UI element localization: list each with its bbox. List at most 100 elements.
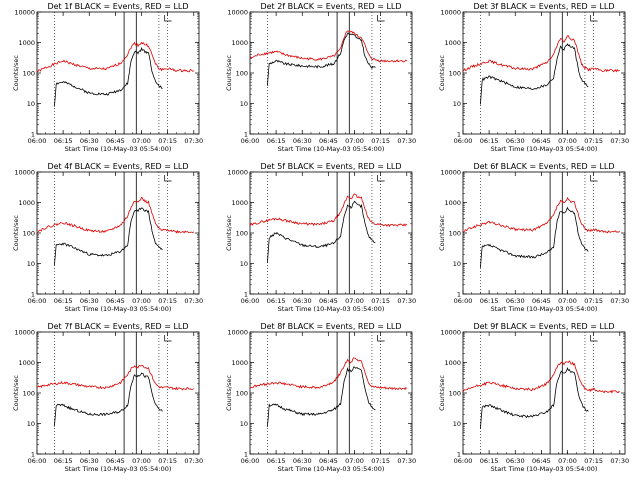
x-tick-label: 07:15	[158, 137, 177, 145]
x-axis-label: Start Time (10-May-03 05:54:00)	[278, 145, 385, 153]
y-tick-label: 10	[27, 260, 35, 268]
x-axis-label: Start Time (10-May-03 05:54:00)	[491, 145, 598, 153]
y-axis-label: Counts/sec	[438, 215, 446, 251]
x-tick-label: 07:30	[397, 137, 416, 145]
x-tick-label: 07:00	[132, 137, 151, 145]
x-tick-label: 07:30	[184, 457, 203, 465]
y-tick-label: 1	[457, 291, 461, 299]
series-lld-line	[36, 364, 195, 391]
x-tick-label: 06:15	[480, 137, 499, 145]
x-tick-label: 06:45	[532, 297, 551, 305]
y-tick-label: 10000	[440, 9, 461, 17]
plot-frame	[249, 11, 413, 135]
panel-title: Det 8f BLACK = Events, RED = LLD	[260, 322, 401, 331]
detector-panel-8: Det 8f BLACK = Events, RED = LLD 1 10 100 10…	[225, 322, 416, 473]
x-tick-label: 07:15	[158, 297, 177, 305]
y-tick-label: 1	[457, 451, 461, 459]
y-tick-label: 1	[244, 131, 248, 139]
x-tick-label: 06:30	[80, 137, 99, 145]
detector-panel-6: Det 6f BLACK = Events, RED = LLD 1 10 100 10…	[438, 162, 629, 313]
x-tick-label: 06:30	[80, 297, 99, 305]
bracket-marker	[164, 15, 172, 22]
series-lld-line	[36, 196, 195, 234]
y-tick-label: 100	[449, 230, 461, 238]
x-tick-label: 06:15	[267, 137, 286, 145]
x-tick-label: 06:00	[241, 457, 260, 465]
y-tick-label: 10	[27, 100, 35, 108]
series-events-line	[480, 206, 589, 268]
x-tick-label: 07:30	[610, 137, 629, 145]
detector-panel-2: Det 2f BLACK = Events, RED = LLD 1 10 100 10…	[225, 2, 416, 153]
y-tick-label: 10	[453, 260, 461, 268]
panel-title: Det 1f BLACK = Events, RED = LLD	[47, 2, 188, 11]
y-axis-label: Counts/sec	[438, 375, 446, 411]
series-events-line	[267, 200, 376, 263]
bracket-marker	[164, 335, 172, 342]
y-tick-label: 10000	[14, 9, 35, 17]
y-tick-label: 1000	[444, 359, 461, 367]
panel-title: Det 7f BLACK = Events, RED = LLD	[47, 322, 188, 331]
series-lld-line	[36, 41, 195, 73]
panel-title: Det 5f BLACK = Events, RED = LLD	[260, 162, 401, 171]
y-tick-label: 1000	[231, 199, 248, 207]
x-tick-label: 07:00	[132, 297, 151, 305]
x-tick-label: 07:00	[558, 137, 577, 145]
y-tick-label: 1	[31, 291, 35, 299]
x-tick-label: 07:00	[558, 457, 577, 465]
bracket-marker	[590, 175, 598, 182]
detector-panel-7: Det 7f BLACK = Events, RED = LLD 1 10 100 10…	[12, 322, 203, 473]
x-tick-label: 07:00	[558, 297, 577, 305]
x-tick-label: 06:45	[106, 457, 125, 465]
x-tick-label: 07:15	[584, 297, 603, 305]
bracket-marker	[377, 335, 385, 342]
y-tick-label: 10000	[227, 329, 248, 337]
y-tick-label: 1	[244, 451, 248, 459]
y-tick-label: 100	[236, 390, 248, 398]
series-lld-line	[462, 360, 620, 394]
detector-panel-5: Det 5f BLACK = Events, RED = LLD 1 10 100 10…	[225, 162, 416, 313]
y-tick-label: 10	[27, 420, 35, 428]
y-axis-label: Counts/sec	[12, 215, 20, 251]
y-tick-label: 10	[240, 260, 248, 268]
x-tick-label: 06:30	[506, 457, 525, 465]
y-axis-label: Counts/sec	[225, 55, 233, 91]
y-axis-label: Counts/sec	[438, 55, 446, 91]
series-lld-line	[462, 35, 620, 73]
panel-title: Det 2f BLACK = Events, RED = LLD	[260, 2, 401, 11]
bracket-marker	[377, 175, 385, 182]
y-tick-label: 10000	[14, 329, 35, 337]
series-events-line	[480, 366, 589, 430]
y-tick-label: 100	[236, 70, 248, 78]
x-tick-label: 06:30	[293, 457, 312, 465]
plot-frame	[462, 331, 626, 455]
x-tick-label: 06:30	[506, 297, 525, 305]
y-tick-label: 10000	[440, 169, 461, 177]
y-tick-label: 1000	[18, 39, 35, 47]
x-axis-label: Start Time (10-May-03 05:54:00)	[491, 305, 598, 313]
series-events-line	[267, 366, 376, 427]
bracket-marker	[590, 15, 598, 22]
x-tick-label: 06:30	[293, 297, 312, 305]
x-tick-label: 06:15	[54, 457, 73, 465]
y-tick-label: 10	[240, 100, 248, 108]
y-tick-label: 1000	[444, 39, 461, 47]
x-tick-label: 06:15	[267, 457, 286, 465]
x-tick-label: 07:15	[584, 457, 603, 465]
x-axis-label: Start Time (10-May-03 05:54:00)	[65, 465, 172, 473]
x-tick-label: 06:30	[506, 137, 525, 145]
x-axis-label: Start Time (10-May-03 05:54:00)	[65, 305, 172, 313]
x-tick-label: 07:15	[371, 137, 390, 145]
y-tick-label: 10	[453, 420, 461, 428]
y-tick-label: 100	[449, 390, 461, 398]
y-tick-label: 1000	[18, 359, 35, 367]
x-tick-label: 06:00	[28, 297, 47, 305]
y-tick-label: 1000	[18, 199, 35, 207]
y-tick-label: 1	[457, 131, 461, 139]
y-tick-label: 100	[23, 70, 35, 78]
y-tick-label: 10000	[14, 169, 35, 177]
x-tick-label: 07:30	[610, 457, 629, 465]
panel-title: Det 3f BLACK = Events, RED = LLD	[473, 2, 614, 11]
y-tick-label: 1000	[444, 199, 461, 207]
bracket-marker	[377, 15, 385, 22]
